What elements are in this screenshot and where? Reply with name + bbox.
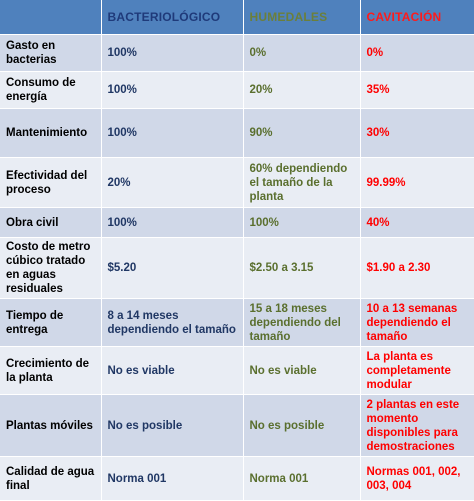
- cell-cavitacion: 35%: [360, 71, 474, 109]
- cell-humedales: 0%: [243, 34, 361, 72]
- cell-cavitacion: 99.99%: [360, 157, 474, 208]
- cell-humedales: No es viable: [243, 346, 361, 395]
- row-label: Consumo de energía: [0, 71, 102, 109]
- table-row: Calidad de agua final Norma 001 Norma 00…: [0, 456, 474, 501]
- cell-bacteriologico: 20%: [101, 157, 244, 208]
- cell-cavitacion: Normas 001, 002, 003, 004: [360, 456, 474, 501]
- header-cavitacion: CAVITACIÓN: [360, 0, 474, 35]
- cell-humedales: $2.50 a 3.15: [243, 237, 361, 299]
- row-label: Tiempo de entrega: [0, 298, 102, 347]
- cell-cavitacion: $1.90 a 2.30: [360, 237, 474, 299]
- table-row: Crecimiento de la planta No es viable No…: [0, 346, 474, 395]
- header-corner: [0, 0, 102, 35]
- table-row: Consumo de energía 100% 20% 35%: [0, 71, 474, 109]
- row-label: Mantenimiento: [0, 108, 102, 158]
- table-row: Obra civil 100% 100% 40%: [0, 207, 474, 238]
- cell-bacteriologico: 8 a 14 meses dependiendo el tamaño: [101, 298, 244, 347]
- row-label: Calidad de agua final: [0, 456, 102, 501]
- cell-bacteriologico: No es posible: [101, 394, 244, 457]
- cell-cavitacion: 10 a 13 semanas dependiendo el tamaño: [360, 298, 474, 347]
- cell-humedales: 100%: [243, 207, 361, 238]
- header-bacteriologico: BACTERIOLÓGICO: [101, 0, 244, 35]
- row-label: Plantas móviles: [0, 394, 102, 457]
- cell-humedales: 15 a 18 meses dependiendo del tamaño: [243, 298, 361, 347]
- table-row: Gasto en bacterias 100% 0% 0%: [0, 34, 474, 72]
- table-row: Tiempo de entrega 8 a 14 meses dependien…: [0, 298, 474, 347]
- table-row: Efectividad del proceso 20% 60% dependie…: [0, 157, 474, 208]
- row-label: Efectividad del proceso: [0, 157, 102, 208]
- row-label: Gasto en bacterias: [0, 34, 102, 72]
- table-row: Costo de metro cúbico tratado en aguas r…: [0, 237, 474, 299]
- cell-bacteriologico: Norma 001: [101, 456, 244, 501]
- cell-bacteriologico: 100%: [101, 108, 244, 158]
- row-label: Crecimiento de la planta: [0, 346, 102, 395]
- cell-bacteriologico: 100%: [101, 71, 244, 109]
- cell-cavitacion: 0%: [360, 34, 474, 72]
- header-row: BACTERIOLÓGICO HUMEDALES CAVITACIÓN: [0, 0, 474, 35]
- row-label: Costo de metro cúbico tratado en aguas r…: [0, 237, 102, 299]
- row-label: Obra civil: [0, 207, 102, 238]
- table-row: Plantas móviles No es posible No es posi…: [0, 394, 474, 457]
- cell-humedales: 20%: [243, 71, 361, 109]
- cell-bacteriologico: No es viable: [101, 346, 244, 395]
- cell-cavitacion: 40%: [360, 207, 474, 238]
- cell-cavitacion: 30%: [360, 108, 474, 158]
- cell-humedales: 90%: [243, 108, 361, 158]
- cell-bacteriologico: 100%: [101, 34, 244, 72]
- cell-humedales: Norma 001: [243, 456, 361, 501]
- header-humedales: HUMEDALES: [243, 0, 361, 35]
- table-row: Mantenimiento 100% 90% 30%: [0, 108, 474, 158]
- cell-humedales: No es posible: [243, 394, 361, 457]
- cell-humedales: 60% dependiendo el tamaño de la planta: [243, 157, 361, 208]
- cell-bacteriologico: $5.20: [101, 237, 244, 299]
- cell-cavitacion: 2 plantas en este momento disponibles pa…: [360, 394, 474, 457]
- cell-bacteriologico: 100%: [101, 207, 244, 238]
- cell-cavitacion: La planta es completamente modular: [360, 346, 474, 395]
